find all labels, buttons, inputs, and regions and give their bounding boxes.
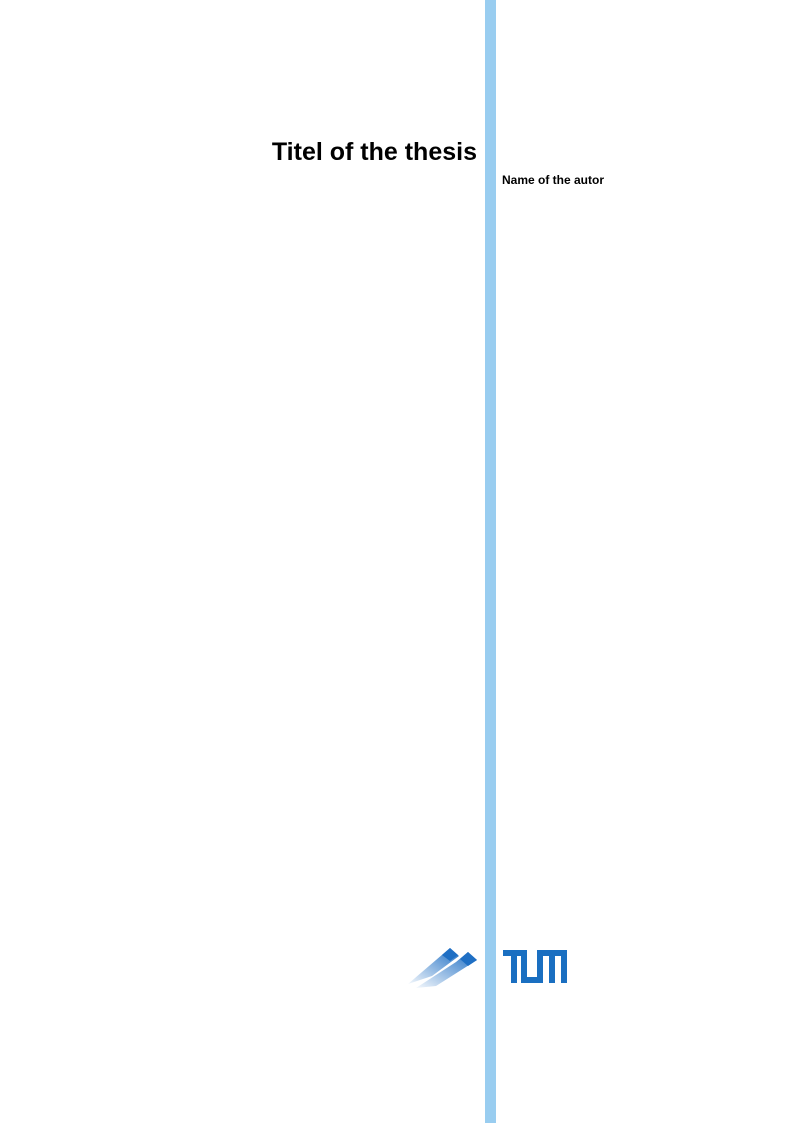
logo-stripe-lower — [416, 952, 477, 988]
faculty-logo — [408, 948, 477, 988]
logo-square-2 — [460, 952, 477, 966]
author-name: Name of the autor — [502, 173, 605, 187]
logo-square-1 — [442, 948, 458, 961]
vertical-accent-bar — [485, 0, 496, 1123]
thesis-title: Titel of the thesis — [271, 138, 477, 166]
tum-logo — [503, 950, 567, 983]
